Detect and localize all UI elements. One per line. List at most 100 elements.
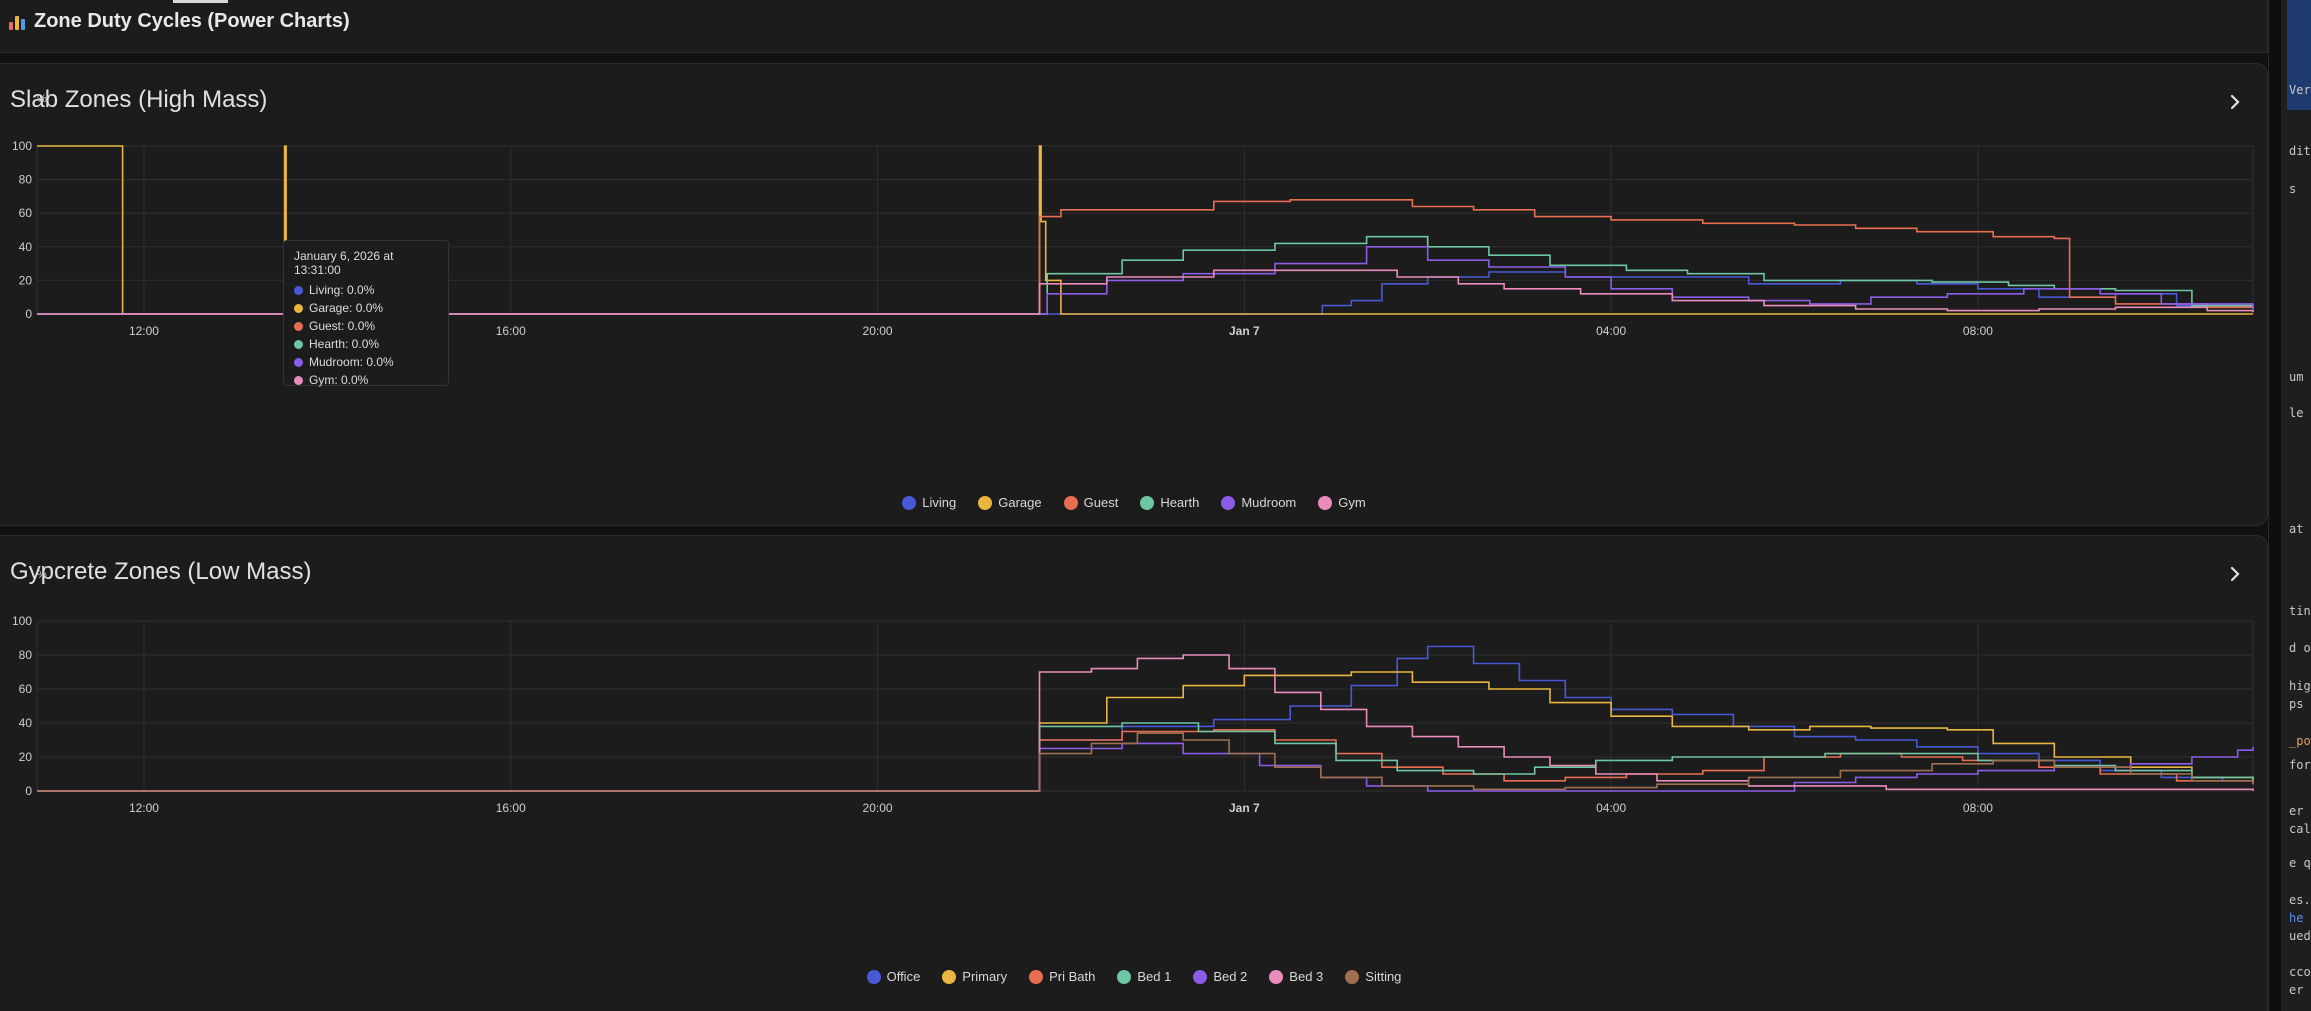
tooltip-swatch [294, 339, 303, 349]
series-line-office[interactable] [37, 645, 2254, 792]
x-tick-label: 12:00 [129, 801, 159, 815]
x-tick-label: 20:00 [863, 801, 893, 815]
series-line-bed-2[interactable] [37, 742, 2254, 792]
editor-text-fragment: at R [2289, 522, 2311, 536]
editor-text-fragment: high [2289, 679, 2311, 693]
tooltip-row: Living: 0.0% [294, 281, 438, 299]
series-line-primary[interactable] [37, 671, 2254, 792]
legend-swatch [1117, 969, 1132, 984]
editor-text-fragment: e qu [2289, 856, 2311, 870]
legend-label: Sitting [1365, 969, 1402, 984]
legend-label: Bed 1 [1137, 969, 1172, 984]
legend-item-office[interactable]: Office [866, 969, 921, 984]
legend-swatch [978, 495, 993, 510]
legend-item-bed-3[interactable]: Bed 3 [1269, 969, 1323, 984]
editor-text-fragment: for [2289, 758, 2311, 772]
legend-swatch [1193, 969, 1208, 984]
legend-item-sitting[interactable]: Sitting [1345, 969, 1401, 984]
editor-text-fragment: ps c [2289, 697, 2311, 711]
legend-item-living[interactable]: Living [902, 495, 956, 510]
y-axis-unit: % [37, 569, 47, 581]
legend-label: Gym [1338, 495, 1366, 510]
x-tick-label: 12:00 [129, 324, 159, 338]
legend-swatch [1269, 969, 1284, 984]
legend-swatch [1318, 495, 1333, 510]
x-tick-label: 20:00 [863, 324, 893, 338]
legend-label: Primary [962, 969, 1008, 984]
tooltip-value: Gym: 0.0% [309, 373, 369, 387]
series-line-bed-3[interactable] [37, 654, 2254, 792]
editor-text-fragment: um [2289, 370, 2304, 384]
series-line-mudroom[interactable] [37, 246, 2254, 315]
scrollbar[interactable] [2269, 0, 2281, 1011]
editor-text-fragment: le [2289, 406, 2304, 420]
legend-swatch [866, 969, 881, 984]
card-title: Slab Zones (High Mass) [10, 86, 268, 113]
tooltip-row: Hearth: 0.0% [294, 335, 438, 353]
chevron-right-icon[interactable] [2225, 564, 2245, 584]
y-tick-label: 80 [19, 648, 33, 662]
legend-item-primary[interactable]: Primary [942, 969, 1007, 984]
panel-header [2287, 0, 2311, 110]
y-tick-label: 20 [19, 273, 33, 287]
tooltip-row: Gym: 0.0% [294, 371, 438, 389]
x-tick-label: 08:00 [1963, 801, 1993, 815]
legend-label: Guest [1083, 495, 1119, 510]
tooltip-swatch [294, 321, 303, 331]
x-tick-label: 16:00 [496, 324, 526, 338]
x-tick-label: 04:00 [1596, 324, 1626, 338]
legend-swatch [1029, 969, 1044, 984]
y-tick-label: 40 [19, 240, 33, 254]
editor-text-fragment: d on [2289, 641, 2311, 655]
chart-tooltip: January 6, 2026 at 13:31:00 Living: 0.0%… [283, 240, 449, 389]
tooltip-value: Garage: 0.0% [309, 301, 384, 315]
series-line-guest[interactable] [37, 199, 2254, 315]
editor-text-fragment: s [2289, 182, 2297, 196]
legend-label: Living [922, 495, 957, 510]
legend-label: Bed 3 [1289, 969, 1324, 984]
gypcrete-zones-card: Gypcrete Zones (Low Mass) % 0 20 40 60 80 100 1… [0, 535, 2268, 1011]
legend-swatch [1345, 969, 1360, 984]
y-tick-label: 60 [19, 206, 33, 220]
legend-swatch [1063, 495, 1078, 510]
tab-indicator [173, 0, 228, 3]
series-line-sitting[interactable] [37, 732, 2254, 792]
chevron-right-icon[interactable] [2225, 92, 2245, 112]
editor-text-fragment: ting [2289, 604, 2311, 618]
y-tick-label: 80 [19, 173, 33, 187]
legend-item-garage[interactable]: Garage [978, 495, 1042, 510]
legend-item-gym[interactable]: Gym [1318, 495, 1366, 510]
series-line-bed-1[interactable] [37, 722, 2254, 792]
y-axis-unit: % [37, 93, 47, 105]
editor-text-fragment: er r [2289, 983, 2311, 997]
x-tick-label: 08:00 [1963, 324, 1993, 338]
editor-text-fragment: call [2289, 822, 2311, 836]
tooltip-title: January 6, 2026 at 13:31:00 [294, 249, 394, 277]
editor-text-fragment: ued [2289, 929, 2311, 943]
legend-item-bed-2[interactable]: Bed 2 [1193, 969, 1247, 984]
legend-item-hearth[interactable]: Hearth [1140, 495, 1199, 510]
legend-item-mudroom[interactable]: Mudroom [1221, 495, 1296, 510]
section-header: Zone Duty Cycles (Power Charts) [0, 0, 2268, 53]
section-title-text: Zone Duty Cycles (Power Charts) [34, 10, 350, 32]
x-tick-label: Jan 7 [1229, 324, 1260, 338]
gypcrete-zones-chart[interactable]: % 0 20 40 60 80 100 12:00 16:00 20:00 Jan 7 04:00 08… [0, 536, 2268, 966]
legend-item-guest[interactable]: Guest [1063, 495, 1119, 510]
tooltip-value: Hearth: 0.0% [309, 337, 380, 351]
y-tick-label: 100 [12, 139, 32, 153]
legend-item-bed-1[interactable]: Bed 1 [1117, 969, 1171, 984]
legend-swatch [942, 969, 957, 984]
legend-item-pri-bath[interactable]: Pri Bath [1029, 969, 1095, 984]
legend-label: Office [886, 969, 921, 984]
x-tick-label: 16:00 [496, 801, 526, 815]
legend-label: Hearth [1160, 495, 1200, 510]
legend-swatch [902, 495, 917, 510]
legend-label: Pri Bath [1049, 969, 1096, 984]
legend-label: Garage [998, 495, 1042, 510]
series-line-pri-bath[interactable] [37, 729, 2254, 792]
series-line-gym[interactable] [37, 269, 2254, 315]
tooltip-value: Mudroom: 0.0% [309, 355, 394, 369]
y-tick-label: 0 [25, 307, 32, 321]
tooltip-swatch [294, 285, 303, 295]
tooltip-swatch [294, 303, 303, 313]
